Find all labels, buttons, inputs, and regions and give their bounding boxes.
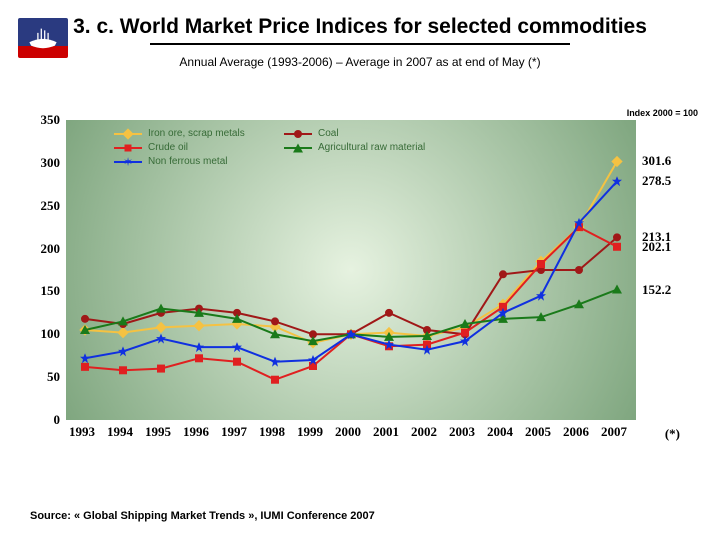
source-text: Source: « Global Shipping Market Trends … [30, 510, 375, 522]
logo [18, 18, 68, 58]
x-tick-label: 2000 [335, 424, 361, 440]
x-tick-label: 2007 [601, 424, 627, 440]
x-tick-label: 2006 [563, 424, 589, 440]
x-tick-label: 1998 [259, 424, 285, 440]
index-note: Index 2000 = 100 [627, 108, 698, 118]
x-tick-label: 1994 [107, 424, 133, 440]
plot-svg [66, 120, 636, 420]
y-tick-label: 200 [41, 241, 61, 257]
page-title: 3. c. World Market Price Indices for sel… [0, 0, 720, 43]
x-tick-label: 1996 [183, 424, 209, 440]
y-tick-label: 100 [41, 326, 61, 342]
x-tick-label: 2002 [411, 424, 437, 440]
x-tick-label: 1999 [297, 424, 323, 440]
y-tick-label: 250 [41, 198, 61, 214]
y-tick-label: 150 [41, 283, 61, 299]
title-underline [150, 43, 570, 45]
series-end-label: 278.5 [642, 173, 671, 189]
x-tick-label: 1993 [69, 424, 95, 440]
series-end-label: 152.2 [642, 282, 671, 298]
y-tick-label: 50 [47, 369, 60, 385]
plot-area: Iron ore, scrap metalsCoalCrude oilAgric… [66, 120, 636, 420]
y-tick-label: 350 [41, 112, 61, 128]
chart: Iron ore, scrap metalsCoalCrude oilAgric… [30, 120, 690, 460]
x-tick-label: 1995 [145, 424, 171, 440]
x-tick-label: 1997 [221, 424, 247, 440]
x-tick-label: 2004 [487, 424, 513, 440]
star-note: (*) [665, 426, 680, 442]
x-tick-label: 2005 [525, 424, 551, 440]
series-end-label: 202.1 [642, 239, 671, 255]
y-tick-label: 0 [54, 412, 61, 428]
subtitle: Annual Average (1993-2006) – Average in … [0, 55, 720, 69]
x-tick-label: 2001 [373, 424, 399, 440]
series-end-label: 301.6 [642, 153, 671, 169]
x-tick-label: 2003 [449, 424, 475, 440]
y-tick-label: 300 [41, 155, 61, 171]
